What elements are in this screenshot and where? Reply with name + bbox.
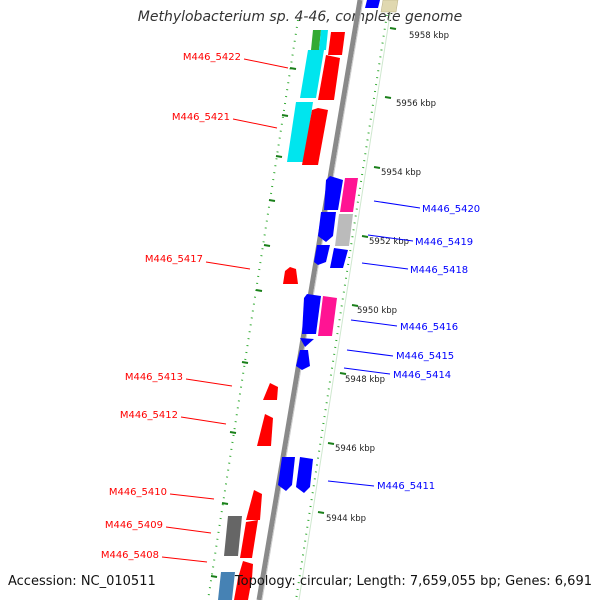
tick-mark [389, 27, 397, 30]
gene-label[interactable]: M446_5417 [145, 254, 203, 265]
label-leader [346, 349, 394, 357]
gene-feature[interactable] [318, 296, 337, 336]
gene-label[interactable]: M446_5410 [109, 487, 167, 498]
gene-feature[interactable] [365, 0, 380, 8]
gene-feature-reverse[interactable] [296, 457, 313, 493]
gene-label[interactable]: M446_5413 [125, 372, 183, 383]
scale-label: 5958 kbp [409, 31, 449, 41]
tick-mark [255, 289, 263, 292]
label-leader [161, 556, 208, 563]
scale-label: 5954 kbp [381, 168, 421, 178]
tick-mark [268, 199, 276, 202]
tick-mark [339, 372, 347, 375]
gene-feature-forward[interactable] [283, 267, 298, 284]
gene-feature-reverse[interactable] [302, 294, 321, 334]
label-leader [232, 118, 278, 129]
tick-marks-left [210, 67, 297, 578]
tick-mark [317, 511, 325, 514]
gene-feature-reverse[interactable] [318, 212, 336, 242]
scale-label: 5948 kbp [345, 375, 385, 385]
gene-feature[interactable] [319, 30, 328, 50]
tick-mark [373, 166, 381, 169]
gene-feature-reverse[interactable] [296, 350, 310, 370]
tick-mark [229, 431, 237, 434]
gene-feature-forward[interactable] [246, 490, 262, 520]
gene-label[interactable]: M446_5409 [105, 520, 163, 531]
scale-label: 5944 kbp [326, 514, 366, 524]
tick-mark [384, 96, 392, 99]
label-leader [165, 526, 212, 534]
scale-track-right-pale [298, 7, 392, 600]
gene-feature[interactable] [335, 214, 353, 246]
map-title: Methylobacterium sp. 4-46, complete geno… [137, 9, 463, 25]
gene-feature-forward[interactable] [263, 383, 278, 400]
scale-label: 5952 kbp [369, 237, 409, 247]
gene-label[interactable]: M446_5420 [422, 204, 480, 215]
tick-mark [281, 114, 289, 117]
gene-label[interactable]: M446_5422 [183, 52, 241, 63]
tick-mark [263, 244, 271, 247]
gene-feature-reverse[interactable] [300, 338, 314, 347]
scale-label: 5950 kbp [357, 306, 397, 316]
tick-mark [361, 235, 369, 238]
gene-label[interactable]: M446_5418 [410, 265, 468, 276]
tick-mark [327, 442, 335, 445]
label-leader [367, 234, 414, 242]
gene-feature-forward[interactable] [318, 55, 340, 100]
scale-label: 5956 kbp [396, 99, 436, 109]
gene-label[interactable]: M446_5416 [400, 322, 458, 333]
tick-mark [289, 67, 297, 70]
scale-label: 5946 kbp [335, 444, 375, 454]
label-leader [205, 261, 251, 270]
gene-feature-reverse[interactable] [278, 457, 295, 491]
gene-feature[interactable] [287, 102, 313, 162]
tick-mark [275, 155, 283, 158]
gene-feature-reverse[interactable] [330, 248, 348, 268]
label-leader [185, 378, 233, 387]
tick-mark [351, 304, 359, 307]
label-leader [373, 200, 421, 209]
gene-feature-forward[interactable] [240, 520, 258, 558]
gene-feature-forward[interactable] [234, 578, 252, 600]
gene-label[interactable]: M446_5421 [172, 112, 230, 123]
gene-label[interactable]: M446_5408 [101, 550, 159, 561]
gene-feature-reverse[interactable] [314, 245, 330, 265]
tick-mark [210, 575, 218, 578]
label-leader [343, 367, 391, 375]
gene-label[interactable]: M446_5412 [120, 410, 178, 421]
label-leader [243, 58, 289, 69]
gene-label[interactable]: M446_5415 [396, 351, 454, 362]
label-leader [327, 480, 375, 487]
gene-feature[interactable] [380, 0, 399, 13]
tick-marks-right [317, 27, 397, 514]
gene-feature[interactable] [340, 178, 358, 212]
label-leader [180, 416, 227, 425]
gene-feature[interactable] [311, 30, 321, 50]
label-leader [350, 319, 398, 327]
gene-feature-reverse[interactable] [324, 176, 343, 210]
genome-summary-text: Topology: circular; Length: 7,659,055 bp… [234, 574, 592, 589]
gene-feature[interactable] [218, 572, 235, 600]
tick-mark [221, 502, 229, 505]
gene-label[interactable]: M446_5419 [415, 237, 473, 248]
label-leader [361, 262, 409, 270]
gene-feature-forward[interactable] [302, 108, 328, 165]
label-leader [169, 493, 215, 500]
gene-feature-forward[interactable] [257, 414, 273, 446]
accession-text: Accession: NC_010511 [8, 574, 156, 589]
gene-feature[interactable] [224, 516, 242, 556]
tick-mark [241, 361, 249, 364]
gene-feature-forward[interactable] [328, 32, 345, 55]
gene-label[interactable]: M446_5411 [377, 481, 435, 492]
gene-label[interactable]: M446_5414 [393, 370, 451, 381]
gene-feature[interactable] [300, 50, 324, 98]
gene-feature-forward[interactable] [238, 561, 253, 578]
